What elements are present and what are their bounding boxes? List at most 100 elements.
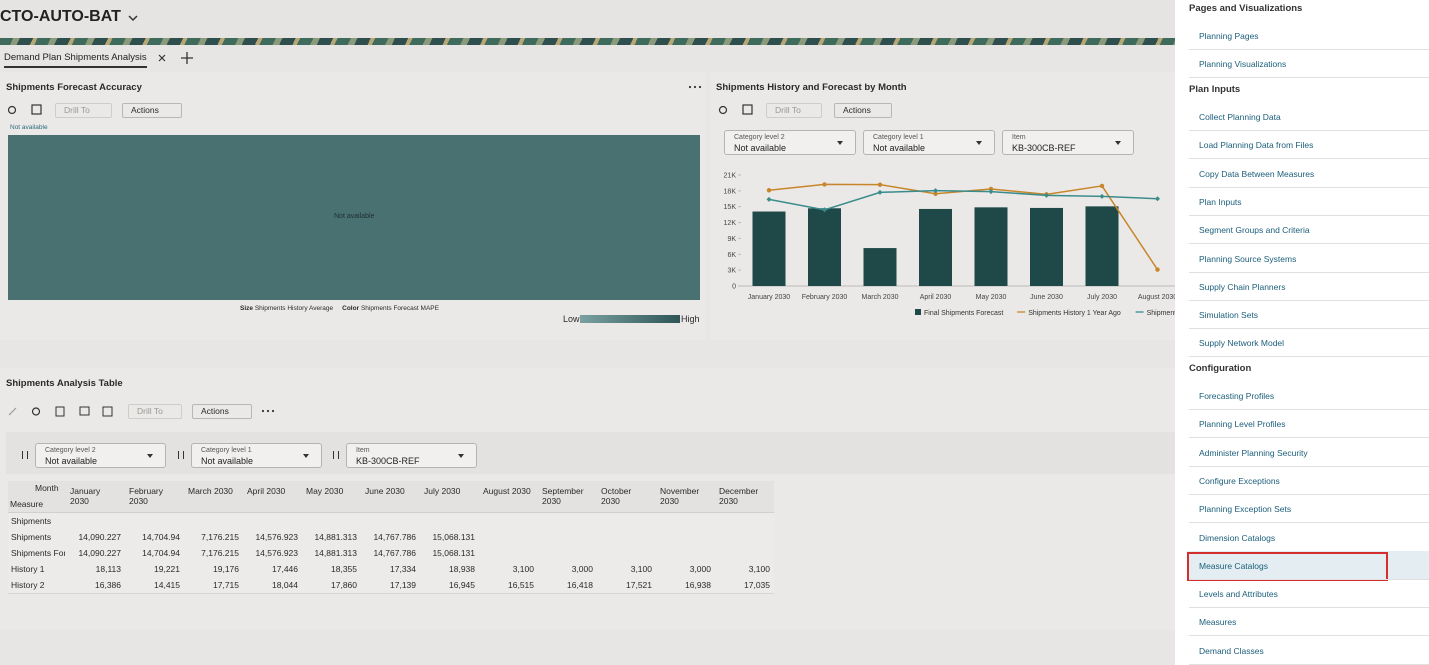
table-cell: 18,355 bbox=[331, 564, 357, 574]
separator bbox=[1189, 328, 1429, 330]
separator bbox=[1189, 130, 1429, 131]
column-header: March 2030 bbox=[188, 486, 233, 496]
drill-to-button[interactable]: Drill To bbox=[55, 103, 112, 118]
filter-dropdown[interactable]: Item KB-300CB-REF bbox=[346, 443, 477, 468]
treemap-message: Not available bbox=[334, 213, 375, 220]
table-cell: 14,881.313 bbox=[314, 532, 357, 542]
nav-item[interactable]: Plan Inputs bbox=[1199, 196, 1242, 207]
actions-button[interactable]: Actions bbox=[122, 103, 182, 118]
nav-item[interactable]: Collect Planning Data bbox=[1199, 112, 1281, 122]
separator bbox=[1189, 214, 1429, 216]
filter-value: Not available bbox=[45, 456, 98, 466]
selected-row bbox=[1187, 550, 1429, 579]
table-cell: 17,139 bbox=[390, 580, 416, 590]
table-cell: 18,113 bbox=[95, 564, 121, 574]
toolbar-icons[interactable] bbox=[7, 104, 47, 116]
row-label: Shipments bbox=[11, 532, 52, 542]
dropdown-arrow bbox=[837, 141, 843, 145]
table-cell: 16,945 bbox=[449, 580, 475, 590]
legend-value: Shipments History Average bbox=[254, 305, 334, 312]
y-tick-label: 15K bbox=[724, 204, 737, 211]
table-cell: 18,938 bbox=[449, 564, 475, 574]
drill-to-button[interactable]: Drill To bbox=[766, 103, 822, 118]
x-tick-label: April 2030 bbox=[920, 294, 952, 301]
nav-item[interactable]: Load Planning Data from Files bbox=[1199, 140, 1314, 151]
filter-label: Item bbox=[1012, 134, 1026, 141]
table-row bbox=[8, 577, 774, 594]
nav-item[interactable]: Planning Source Systems bbox=[1199, 253, 1297, 264]
actions-button[interactable]: Actions bbox=[834, 103, 892, 118]
separator bbox=[1189, 607, 1429, 609]
column-header: June 2030 bbox=[365, 486, 405, 496]
filter-label: Category level 1 bbox=[873, 134, 924, 141]
add-tab[interactable] bbox=[180, 51, 194, 65]
bar bbox=[808, 208, 841, 286]
table-cell: 3,100 bbox=[630, 564, 652, 574]
app-title[interactable]: CTO-AUTO-BAT bbox=[0, 8, 121, 25]
filter-value: KB-300CB-REF bbox=[1012, 143, 1076, 153]
filter-dropdown[interactable]: Item KB-300CB-REF bbox=[1002, 130, 1134, 155]
filter-dropdown[interactable]: Category level 2 Not available bbox=[35, 443, 166, 468]
marker bbox=[1155, 196, 1160, 202]
nav-item[interactable]: Simulation Sets bbox=[1199, 310, 1259, 321]
y-tick-label: 9K bbox=[727, 236, 736, 243]
column-header: November 2030 bbox=[660, 486, 700, 506]
drill-to-button[interactable]: Drill To bbox=[128, 404, 182, 419]
nav-item[interactable]: Measure Catalogs bbox=[1199, 560, 1268, 571]
bar bbox=[974, 207, 1008, 286]
separator bbox=[1189, 465, 1429, 467]
line bbox=[768, 189, 1158, 211]
filter-value: Not available bbox=[873, 143, 926, 153]
filter-dropdown[interactable]: Category level 1 Not available bbox=[863, 130, 995, 155]
filter-dropdown[interactable]: Category level 2 Not available bbox=[724, 130, 856, 155]
marker bbox=[988, 189, 994, 195]
treemap bbox=[8, 135, 700, 300]
x-tick-label: May 2030 bbox=[976, 294, 1007, 301]
table-cell: 7,176.215 bbox=[201, 548, 239, 558]
marker bbox=[877, 189, 883, 195]
table-cell: 19,221 bbox=[154, 564, 180, 574]
panel-title: Shipments Forecast Accuracy bbox=[6, 82, 142, 93]
more-menu[interactable] bbox=[688, 84, 702, 90]
filter-dropdown[interactable]: Category level 1 Not available bbox=[191, 443, 322, 468]
legend-label: Color bbox=[342, 305, 360, 312]
nav-item[interactable]: Supply Chain Planners bbox=[1199, 281, 1286, 292]
x-tick-label: June 2030 bbox=[1030, 294, 1063, 301]
nav-item[interactable]: Copy Data Between Measures bbox=[1199, 168, 1315, 179]
dropdown-arrow bbox=[303, 454, 309, 458]
nav-item[interactable]: Planning Level Profiles bbox=[1199, 419, 1286, 430]
nav-item[interactable]: Demand Classes bbox=[1199, 645, 1264, 656]
highlight-box bbox=[1187, 551, 1388, 581]
column-header: December 2030 bbox=[719, 486, 759, 506]
nav-item[interactable]: Planning Pages bbox=[1199, 31, 1259, 41]
nav-item[interactable]: Forecasting Profiles bbox=[1199, 391, 1275, 401]
tab[interactable]: Demand Plan Shipments Analysis bbox=[4, 52, 147, 68]
nav-item[interactable]: Supply Network Model bbox=[1199, 338, 1285, 349]
nav-item[interactable]: Planning Visualizations bbox=[1199, 59, 1287, 70]
y-tick-label: 3K bbox=[727, 268, 736, 275]
actions-button[interactable]: Actions bbox=[192, 404, 252, 419]
status-label: Not available bbox=[10, 124, 48, 131]
nav-item[interactable]: Administer Planning Security bbox=[1199, 447, 1308, 458]
more-menu[interactable] bbox=[261, 408, 275, 414]
nav-item[interactable]: Segment Groups and Criteria bbox=[1199, 225, 1310, 236]
marker bbox=[766, 196, 772, 202]
title-chevron[interactable] bbox=[128, 14, 138, 22]
separator bbox=[1189, 158, 1429, 160]
nav-item[interactable]: Dimension Catalogs bbox=[1199, 532, 1276, 543]
separator bbox=[1189, 356, 1429, 358]
table-cell: 14,704.94 bbox=[142, 548, 180, 558]
nav-item[interactable]: Configure Exceptions bbox=[1199, 475, 1280, 486]
x-tick-label: March 2030 bbox=[862, 294, 899, 301]
legend-label: Shipments History 1 Year Ago bbox=[1028, 310, 1121, 317]
tab-close[interactable] bbox=[157, 53, 167, 63]
table-cell: 14,415 bbox=[154, 580, 180, 590]
separator bbox=[1189, 299, 1429, 301]
panel bbox=[710, 72, 1175, 340]
nav-item[interactable]: Measures bbox=[1199, 617, 1237, 628]
nav-item[interactable]: Levels and Attributes bbox=[1199, 589, 1278, 600]
toolbar-icons[interactable] bbox=[718, 104, 758, 116]
y-tick-label: 18K bbox=[724, 188, 737, 195]
nav-item[interactable]: Planning Exception Sets bbox=[1199, 504, 1292, 515]
toolbar-icons[interactable] bbox=[7, 405, 127, 418]
